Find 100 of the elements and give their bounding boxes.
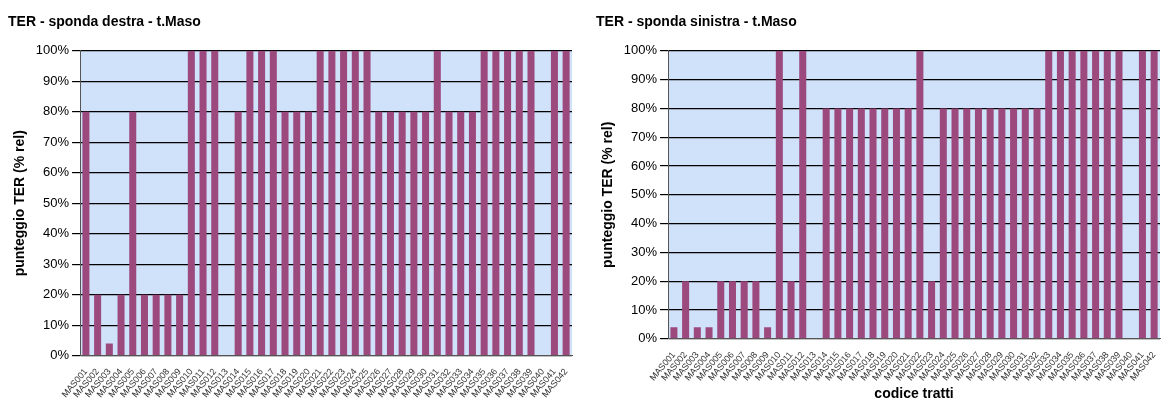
bar [799, 50, 807, 339]
y-tick-label: 40% [43, 225, 70, 241]
bar [857, 108, 865, 339]
bar [1103, 50, 1111, 339]
bar [281, 111, 289, 356]
y-tick-label: 0% [638, 330, 658, 346]
bar [82, 111, 90, 356]
bar [1021, 108, 1029, 339]
bar [293, 111, 301, 356]
x-axis-title: codice tratti [874, 385, 954, 402]
y-tick-label: 10% [631, 301, 658, 317]
bar [834, 108, 842, 339]
bar [363, 50, 371, 356]
bar [234, 111, 242, 356]
bar [670, 327, 678, 339]
bar [386, 111, 394, 356]
bar [422, 111, 430, 356]
bar [1150, 50, 1158, 339]
bar [1092, 50, 1100, 339]
y-tick-label: 20% [43, 286, 70, 302]
y-tick-label: 50% [43, 194, 70, 210]
bar [752, 281, 760, 339]
bar [550, 50, 558, 356]
bar [140, 294, 148, 356]
y-tick-label: 60% [631, 157, 658, 173]
bar [445, 111, 453, 356]
y-tick-label: 30% [43, 255, 70, 271]
bar [199, 50, 207, 356]
bar [187, 50, 195, 356]
bar [164, 294, 172, 356]
bar [986, 108, 994, 339]
bar [963, 108, 971, 339]
bar [1033, 108, 1041, 339]
y-tick-label: 100% [35, 42, 70, 58]
bar [328, 50, 336, 356]
bar [117, 294, 125, 356]
bar [1056, 50, 1064, 339]
y-tick-label: 40% [631, 215, 658, 231]
bar [1138, 50, 1146, 339]
bar [728, 281, 736, 339]
bar [129, 111, 137, 356]
bar [1010, 108, 1018, 339]
bar [504, 50, 512, 356]
y-tick-label: 0% [50, 347, 70, 363]
bar [527, 50, 535, 356]
bar [457, 111, 465, 356]
bar [846, 108, 854, 339]
y-tick-label: 80% [43, 103, 70, 119]
bar [869, 108, 877, 339]
bar [904, 108, 912, 339]
bar [1115, 50, 1123, 339]
bar [881, 108, 889, 339]
y-tick-label: 10% [43, 316, 70, 332]
bar [398, 111, 406, 356]
y-axis-title: punteggio TER (% rel) [599, 121, 616, 268]
chart-title: TER - sponda destra - t.Maso [8, 13, 201, 30]
bar [682, 281, 690, 339]
bar [480, 50, 488, 356]
bar [974, 108, 982, 339]
bar [351, 50, 359, 356]
bar [1068, 50, 1076, 339]
y-tick-label: 60% [43, 164, 70, 180]
bar [916, 50, 924, 339]
bar [94, 294, 102, 356]
bar [492, 50, 500, 356]
bar [105, 343, 113, 356]
bar [951, 108, 959, 339]
bar [787, 281, 795, 339]
y-tick-label: 90% [43, 72, 70, 88]
bar [258, 50, 266, 356]
bar [304, 111, 312, 356]
bar [515, 50, 523, 356]
bar [340, 50, 348, 356]
bar [892, 108, 900, 339]
bar [705, 327, 713, 339]
y-tick-label: 70% [43, 133, 70, 149]
bar [211, 50, 219, 356]
bar [928, 281, 936, 339]
bar [246, 50, 254, 356]
y-axis-title: punteggio TER (% rel) [11, 130, 28, 277]
chart-title: TER - sponda sinistra - t.Maso [596, 13, 797, 30]
bar [176, 294, 184, 356]
bar [775, 50, 783, 339]
bar [562, 50, 570, 356]
bar [822, 108, 830, 339]
bar [693, 327, 701, 339]
y-tick-label: 70% [631, 128, 658, 144]
y-tick-label: 20% [631, 272, 658, 288]
y-tick-label: 80% [631, 99, 658, 115]
y-tick-label: 100% [623, 42, 658, 58]
bar [1045, 50, 1053, 339]
y-tick-label: 90% [631, 71, 658, 87]
bar [152, 294, 160, 356]
bar [998, 108, 1006, 339]
bar [316, 50, 324, 356]
bar [468, 111, 476, 356]
bar [410, 111, 418, 356]
bar [375, 111, 383, 356]
bar [764, 327, 772, 339]
bar [939, 108, 947, 339]
